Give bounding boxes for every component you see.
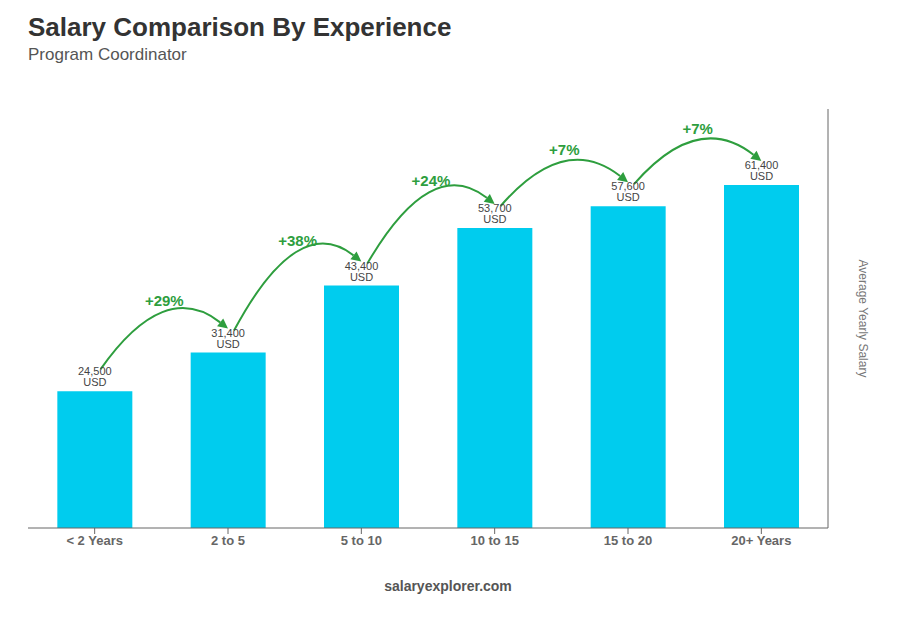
html-text:salaryexplorer.com: salaryexplorer.com [384,578,512,594]
svg-text:+24%: +24% [412,172,451,189]
svg-text:5 to 10: 5 to 10 [341,533,382,548]
svg-text:20+ Years: 20+ Years [731,533,791,548]
svg-text:+38%: +38% [278,232,317,249]
svg-text:31,400USD: 31,400USD [211,327,245,350]
svg-text:+7%: +7% [682,120,712,137]
html-text:Salary Comparison By Experienc: Salary Comparison By Experience [28,12,452,42]
svg-text:43,400USD: 43,400USD [345,260,379,283]
svg-text:2 to 5: 2 to 5 [211,533,245,548]
html-text:Program Coordinator: Program Coordinator [28,45,187,64]
svg-text:24,500USD: 24,500USD [78,365,112,388]
svg-text:57,600USD: 57,600USD [611,180,645,203]
svg-text:10 to 15: 10 to 15 [470,533,518,548]
svg-text:< 2 Years: < 2 Years [66,533,123,548]
svg-text:61,400USD: 61,400USD [745,159,779,182]
svg-text:53,700USD: 53,700USD [478,202,512,225]
svg-text:Average Yearly Salary: Average Yearly Salary [856,260,870,378]
svg-text:15 to 20: 15 to 20 [604,533,652,548]
svg-text:+29%: +29% [145,292,184,309]
svg-text:+7%: +7% [549,141,579,158]
